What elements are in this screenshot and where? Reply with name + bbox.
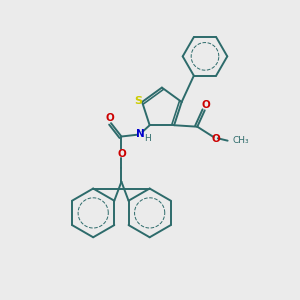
Text: O: O — [202, 100, 211, 110]
Text: H: H — [144, 134, 151, 142]
Text: O: O — [117, 149, 126, 159]
Text: O: O — [211, 134, 220, 144]
Text: S: S — [134, 96, 142, 106]
Text: N: N — [136, 128, 145, 139]
Text: O: O — [105, 113, 114, 123]
Text: CH₃: CH₃ — [233, 136, 249, 145]
